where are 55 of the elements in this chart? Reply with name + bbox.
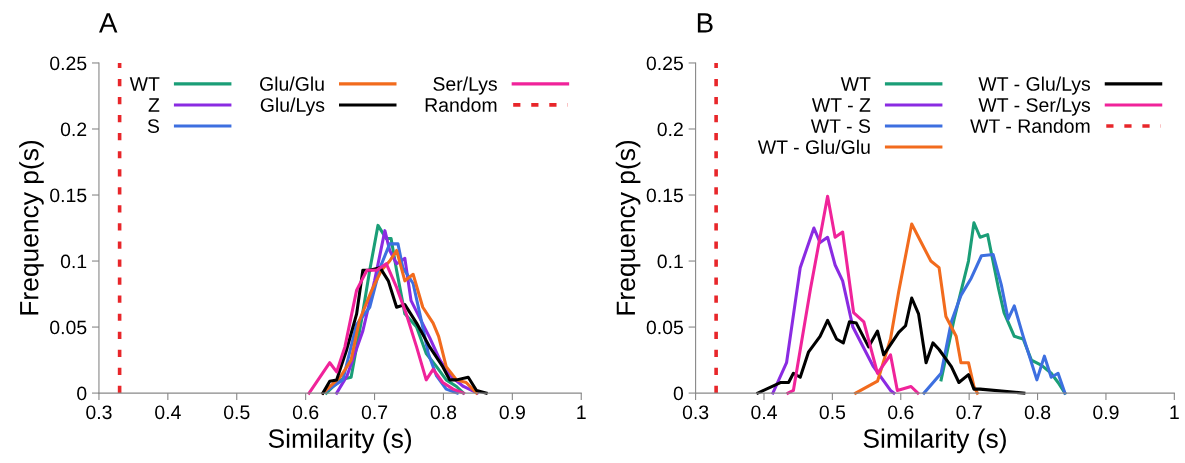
- x-axis-title: Similarity (s): [863, 428, 1006, 454]
- x-tick-label: 1: [1170, 405, 1179, 419]
- legend-label: WT: [840, 77, 871, 91]
- y-tick-label: 0.1: [657, 254, 683, 269]
- legend-label: Glu/Glu: [260, 76, 324, 91]
- y-tick-label: 0.25: [646, 56, 683, 71]
- legend-label: WT - Glu/Lys: [978, 76, 1091, 95]
- legend-label: Ser/Lys: [433, 76, 497, 95]
- x-tick-label: 0.9: [499, 405, 525, 420]
- x-tick-label: 0.6: [292, 405, 319, 420]
- x-tick-label: 0.5: [223, 405, 250, 420]
- y-axis-title: Frequency p(s): [19, 140, 44, 315]
- x-tick-label: 0.9: [1093, 405, 1119, 420]
- y-tick-label: 0.05: [646, 320, 683, 335]
- y-tick-label: 0: [673, 386, 684, 401]
- x-tick-label: 0.3: [682, 405, 709, 420]
- legend-label: WT - S: [810, 119, 871, 133]
- y-tick-label: 0.2: [60, 122, 87, 137]
- legend-label: S: [147, 119, 159, 133]
- line-series: [922, 252, 1067, 395]
- legend-label: WT - Ser/Lys: [978, 97, 1091, 116]
- legend-label: Glu/Lys: [260, 97, 325, 116]
- y-axis-title: Frequency p(s): [615, 140, 641, 315]
- legend-label: WT - Glu/Glu: [757, 139, 870, 154]
- legend-label: WT: [129, 77, 160, 91]
- x-tick-label: 0.4: [751, 405, 777, 420]
- line-series: [786, 194, 920, 395]
- y-tick-label: 0.15: [646, 188, 683, 203]
- line-series: [321, 266, 488, 395]
- x-tick-label: 0.4: [155, 405, 181, 420]
- x-axis-title: Similarity (s): [268, 428, 412, 454]
- y-tick-label: 0.25: [50, 56, 87, 71]
- y-tick-label: 0.15: [50, 188, 87, 203]
- x-tick-label: 0.3: [86, 405, 112, 420]
- y-tick-label: 0.1: [60, 254, 87, 269]
- x-tick-label: 0.7: [956, 405, 982, 420]
- legend-label: Random: [425, 97, 497, 112]
- line-series: [771, 226, 896, 395]
- x-tick-label: 0.8: [1024, 405, 1051, 420]
- x-tick-label: 0.7: [361, 405, 388, 420]
- line-series: [756, 296, 1026, 395]
- x-tick-label: 0.8: [430, 405, 457, 420]
- x-tick-label: 0.6: [888, 405, 914, 420]
- chart-title: A: [99, 13, 118, 33]
- y-tick-label: 0: [77, 386, 87, 401]
- legend-label: WT - Z: [811, 98, 871, 112]
- legend-label: WT - Random: [970, 118, 1090, 133]
- y-tick-label: 0.2: [657, 122, 683, 137]
- legend-label: Z: [148, 98, 160, 112]
- y-tick-label: 0.05: [50, 320, 87, 335]
- x-tick-label: 1: [577, 405, 586, 419]
- line-series: [854, 222, 979, 395]
- line-series: [307, 262, 465, 395]
- x-tick-label: 0.5: [819, 405, 846, 420]
- chart-title: B: [697, 13, 713, 33]
